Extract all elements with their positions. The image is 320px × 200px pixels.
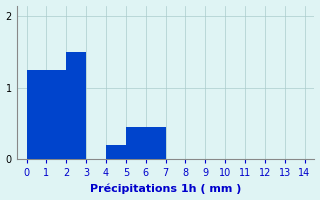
Bar xyxy=(66,52,86,159)
Bar xyxy=(126,127,146,159)
Bar xyxy=(27,70,46,159)
Bar xyxy=(46,70,66,159)
X-axis label: Précipitations 1h ( mm ): Précipitations 1h ( mm ) xyxy=(90,184,241,194)
Bar xyxy=(106,145,126,159)
Bar xyxy=(146,127,165,159)
